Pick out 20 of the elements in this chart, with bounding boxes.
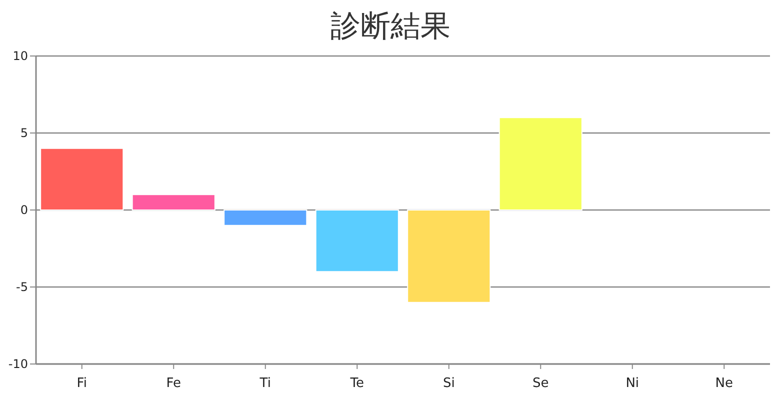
y-tick-label: -10 (8, 357, 28, 371)
bar (224, 210, 308, 226)
y-tick-label: 0 (20, 203, 28, 217)
x-tick-label: Ni (626, 376, 640, 391)
bar (132, 194, 216, 210)
bar (407, 210, 491, 303)
y-tick-label: 10 (12, 49, 28, 63)
x-tick-label: Si (442, 376, 455, 391)
x-tick-label: Te (349, 376, 364, 391)
bar (40, 148, 124, 210)
y-tick-label: -5 (16, 280, 28, 294)
x-tick-label: Ti (258, 376, 271, 391)
bar (498, 117, 582, 210)
y-tick-label: 5 (20, 126, 28, 140)
x-tick-label: Fe (166, 376, 182, 391)
x-tick-label: Se (532, 376, 549, 391)
x-tick-label: Ne (715, 376, 733, 391)
bar (315, 210, 399, 272)
chart-title: 診断結果 (330, 9, 450, 44)
x-tick-label: Fi (76, 376, 87, 391)
